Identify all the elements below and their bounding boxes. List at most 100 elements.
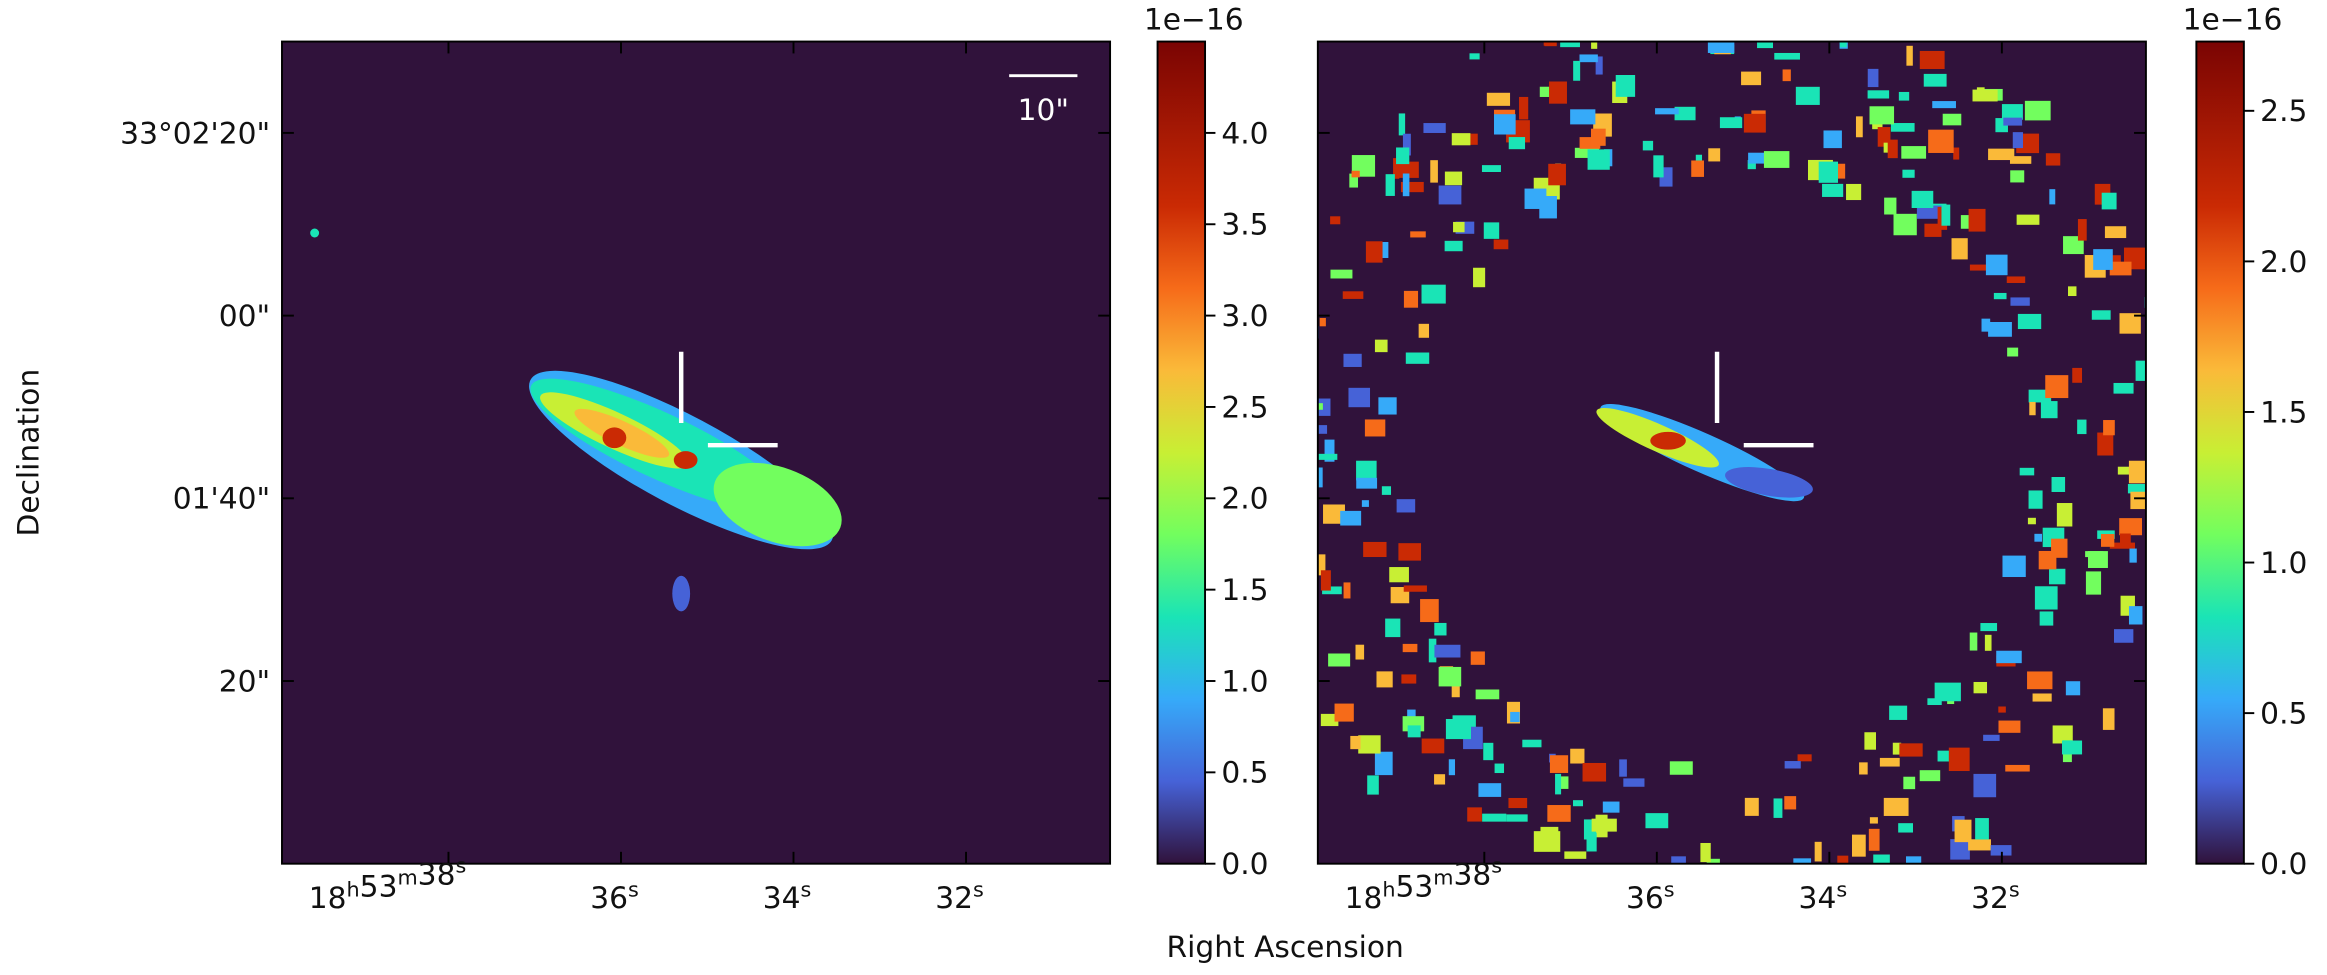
emission-spot	[1893, 213, 1917, 236]
emission-spot	[1675, 17, 1688, 29]
emission-spot	[2091, 310, 2111, 320]
emission-spot	[1655, 108, 1679, 115]
emission-spot	[1524, 188, 1547, 209]
emission-spot	[1928, 129, 1954, 153]
emission-spot	[1438, 185, 1462, 205]
emission-spot	[1403, 585, 1427, 592]
emission-spot	[1669, 761, 1693, 775]
colorbar-tick-label: 1.0	[1221, 663, 1268, 698]
emission-spot	[1365, 241, 1383, 263]
emission-spot	[2049, 568, 2066, 585]
emission-spot	[1400, 181, 1424, 193]
emission-spot	[2128, 460, 2146, 484]
emission-spot	[1587, 892, 1601, 908]
emission-blob	[672, 575, 691, 612]
emission-spot	[1574, 147, 1600, 158]
emission-spot	[1533, 831, 1561, 852]
emission-spot	[1401, 674, 1417, 684]
emission-spot	[1294, 663, 1316, 682]
emission-spot	[2010, 170, 2025, 183]
emission-spot	[2128, 606, 2143, 625]
emission-spot	[2002, 555, 2026, 578]
emission-spot	[1579, 137, 1601, 149]
y-tick-label: 20"	[219, 663, 270, 698]
emission-spot	[1916, 205, 1944, 219]
emission-spot	[2072, 367, 2083, 383]
emission-spot	[1990, 845, 2012, 856]
emission-spot	[1951, 238, 1968, 260]
emission-spot	[1795, 86, 1820, 105]
emission-spot	[1478, 783, 1502, 797]
emission-spot	[1968, 208, 1986, 232]
emission-spot	[1508, 137, 1526, 150]
emission-spot	[2006, 276, 2026, 283]
y-axis-label: Declination	[11, 369, 46, 537]
emission-spot	[1317, 453, 1338, 460]
emission-spot	[1869, 106, 1895, 125]
emission-spot	[1445, 718, 1471, 740]
emission-spot	[2093, 249, 2113, 270]
emission-spot	[1494, 763, 1505, 774]
emission-spot	[1765, 0, 1772, 9]
emission-spot	[1602, 801, 1620, 813]
emission-spot	[1953, 147, 1960, 160]
emission-spot	[1818, 161, 1839, 183]
emission-spot	[1548, 163, 1566, 186]
emission-spot	[1348, 387, 1371, 408]
emission-spot	[1421, 738, 1445, 754]
emission-spot	[1707, 41, 1735, 53]
emission-spot	[2130, 491, 2146, 510]
emission-spot	[1855, 116, 1863, 138]
emission-spot	[2150, 587, 2175, 604]
emission-spot	[1342, 291, 1364, 299]
emission-spot	[1591, 818, 1617, 832]
emission-spot	[2164, 414, 2174, 437]
emission-spot	[1358, 735, 1381, 754]
emission-spot	[1398, 543, 1422, 561]
emission-spot	[2028, 490, 2043, 509]
emission-spot	[1444, 240, 1463, 252]
y-tick-label: 00"	[219, 298, 270, 333]
emission-spot	[2102, 708, 2115, 730]
emission-spot	[2119, 533, 2131, 545]
emission-spot	[1748, 870, 1763, 877]
emission-spot	[1867, 68, 1879, 88]
emission-spot	[1343, 582, 1351, 599]
emission-spot	[1743, 113, 1766, 133]
emission-spot	[1555, 773, 1562, 795]
emission-spot	[1899, 743, 1923, 757]
x-tick-label: 18h53m38s	[309, 854, 467, 916]
emission-spot	[2127, 484, 2146, 494]
emission-spot	[1851, 834, 1866, 857]
emission-spot	[1823, 130, 1842, 149]
emission-spot	[1748, 152, 1767, 164]
emission-spot	[2166, 301, 2173, 323]
emission-spot	[1884, 197, 1897, 215]
emission-spot	[1430, 160, 1438, 183]
emission-spot	[1402, 133, 1411, 156]
emission-spot	[1590, 128, 1606, 146]
emission-spot	[1385, 174, 1395, 196]
emission-spot	[1615, 75, 1636, 97]
emission-spot	[1407, 709, 1416, 717]
emission-spot	[1700, 842, 1711, 863]
emission-spot	[1363, 541, 1387, 558]
x-tick-label: 34s	[1799, 877, 1848, 915]
emission-spot	[1228, 440, 1249, 462]
emission-spot	[1837, 855, 1849, 864]
emission-spot	[1289, 308, 1315, 323]
emission-spot	[1423, 123, 1446, 133]
emission-spot	[1448, 759, 1456, 776]
emission-spot	[2034, 586, 2058, 610]
emission-spot	[1983, 734, 2000, 741]
emission-spot	[1988, 148, 2015, 161]
colorbar-tick-label: 2.5	[1221, 389, 1268, 424]
emission-spot	[2017, 313, 2042, 330]
colorbar-tick-label: 0.5	[2260, 696, 2307, 731]
emission-spot	[1744, 797, 1759, 816]
emission-spot	[1298, 664, 1316, 687]
emission-spot	[1317, 398, 1331, 416]
emission-spot	[2005, 764, 2030, 772]
emission-spot	[1356, 460, 1377, 481]
emission-spot	[2061, 740, 2083, 755]
